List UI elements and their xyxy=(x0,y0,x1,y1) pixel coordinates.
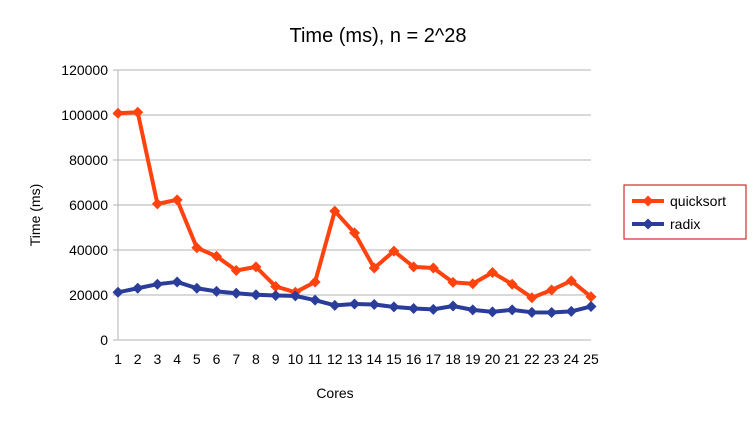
data-point-quicksort xyxy=(546,284,558,296)
data-point-radix xyxy=(447,300,459,312)
x-tick-label: 8 xyxy=(252,351,260,367)
x-tick-label: 1 xyxy=(114,351,122,367)
series-radix xyxy=(112,276,597,319)
legend-label-quicksort: quicksort xyxy=(670,193,726,209)
data-point-quicksort xyxy=(191,242,203,254)
y-tick-label: 100000 xyxy=(61,107,108,123)
data-point-radix xyxy=(191,282,203,294)
x-tick-label: 3 xyxy=(154,351,162,367)
series xyxy=(112,106,597,319)
data-point-quicksort xyxy=(408,261,420,273)
data-point-radix xyxy=(467,304,479,316)
data-point-radix xyxy=(112,286,124,298)
data-point-radix xyxy=(250,289,262,301)
data-point-quicksort xyxy=(585,291,597,303)
data-point-quicksort xyxy=(132,106,144,118)
data-point-radix xyxy=(270,289,282,301)
chart-title: Time (ms), n = 2^28 xyxy=(289,25,466,47)
data-point-radix xyxy=(565,305,577,317)
data-point-radix xyxy=(486,306,498,318)
legend-marker-quicksort xyxy=(642,195,654,207)
y-tick-labels: 0 20000 40000 60000 80000 100000 120000 xyxy=(61,62,108,348)
x-tick-label: 7 xyxy=(232,351,240,367)
x-tick-label: 18 xyxy=(445,351,461,367)
y-tick-label: 0 xyxy=(100,332,108,348)
data-point-radix xyxy=(388,301,400,313)
y-tick-label: 60000 xyxy=(69,197,108,213)
data-point-quicksort xyxy=(250,261,262,273)
x-tick-label: 10 xyxy=(288,351,304,367)
data-point-radix xyxy=(526,306,538,318)
legend: quicksort radix xyxy=(623,184,747,240)
x-tick-label: 17 xyxy=(426,351,442,367)
data-point-quicksort xyxy=(368,262,380,274)
x-tick-label: 20 xyxy=(485,351,501,367)
data-point-radix xyxy=(408,303,420,314)
data-point-quicksort xyxy=(467,278,479,290)
data-point-quicksort xyxy=(230,264,242,276)
data-point-quicksort xyxy=(526,292,538,304)
data-point-radix xyxy=(171,276,183,288)
data-point-radix xyxy=(329,299,341,311)
x-axis-title: Cores xyxy=(316,385,353,401)
x-tick-label: 5 xyxy=(193,351,201,367)
data-point-radix xyxy=(506,304,518,316)
data-point-quicksort xyxy=(171,194,183,206)
x-tick-label: 11 xyxy=(308,351,323,367)
data-point-quicksort xyxy=(388,245,400,257)
data-point-radix xyxy=(132,282,144,294)
x-tick-label: 2 xyxy=(134,351,142,367)
data-point-quicksort xyxy=(112,107,124,119)
data-point-radix xyxy=(230,287,242,299)
data-point-radix xyxy=(289,290,301,302)
legend-label-radix: radix xyxy=(670,216,700,232)
data-point-radix xyxy=(211,285,223,297)
data-point-radix xyxy=(427,303,439,315)
x-tick-label: 21 xyxy=(504,351,520,367)
legend-box xyxy=(623,184,747,240)
x-tick-label: 24 xyxy=(564,351,580,367)
data-point-radix xyxy=(151,278,163,290)
x-tick-label: 14 xyxy=(366,351,382,367)
data-point-quicksort xyxy=(349,227,360,239)
x-tick-label: 25 xyxy=(583,351,599,367)
x-tick-label: 13 xyxy=(347,351,363,367)
x-tick-label: 22 xyxy=(524,351,540,367)
data-point-quicksort xyxy=(151,198,163,210)
y-tick-label: 20000 xyxy=(69,287,108,303)
y-tick-label: 80000 xyxy=(69,152,108,168)
data-point-quicksort xyxy=(329,205,341,217)
x-tick-label: 4 xyxy=(173,351,181,367)
legend-marker-radix xyxy=(642,218,654,230)
series-quicksort xyxy=(112,106,597,304)
x-tick-label: 6 xyxy=(213,351,221,367)
data-point-radix xyxy=(309,294,321,306)
data-point-quicksort xyxy=(447,276,459,288)
data-point-radix xyxy=(349,298,360,310)
x-tick-label: 15 xyxy=(386,351,402,367)
x-tick-label: 23 xyxy=(544,351,560,367)
data-point-radix xyxy=(368,298,380,310)
x-tick-labels: 1 2 3 4 5 6 7 8 9 10 11 12 13 14 15 16 17 18 19 20 21 22 23 24 2… xyxy=(114,351,599,367)
data-point-quicksort xyxy=(427,262,439,274)
data-point-quicksort xyxy=(270,280,282,292)
data-point-quicksort xyxy=(309,276,321,288)
y-tick-label: 40000 xyxy=(69,242,108,258)
data-point-quicksort xyxy=(211,250,223,262)
data-point-quicksort xyxy=(506,278,518,290)
data-point-radix xyxy=(546,307,558,319)
y-tick-label: 120000 xyxy=(61,62,108,78)
x-tick-label: 12 xyxy=(327,351,343,367)
x-tick-label: 16 xyxy=(406,351,422,367)
data-point-radix xyxy=(585,300,597,312)
x-tick-label: 9 xyxy=(272,351,280,367)
data-point-quicksort xyxy=(486,267,498,278)
y-axis-title: Time (ms) xyxy=(27,184,43,246)
data-point-quicksort xyxy=(565,275,577,287)
x-tick-label: 19 xyxy=(465,351,481,367)
